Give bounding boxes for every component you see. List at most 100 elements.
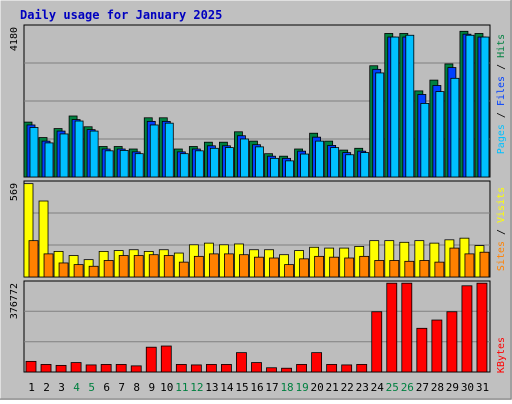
bar-kbytes-day-14 — [221, 364, 232, 373]
x-tick-label-day-25: 25 — [386, 381, 399, 394]
bar-sites-day-26 — [404, 260, 415, 278]
bar-sites-day-11 — [178, 261, 189, 278]
bar-pages-day-29 — [450, 77, 460, 178]
x-tick-label-day-14: 14 — [220, 381, 234, 394]
series-legend-label: Pages / Files / Hits — [496, 34, 507, 154]
bar-pages-day-16 — [255, 146, 264, 178]
bar-sites-day-31 — [479, 251, 490, 278]
x-tick-label-day-3: 3 — [58, 381, 65, 394]
bar-pages-day-9 — [149, 124, 159, 178]
bar-kbytes-day-28 — [431, 319, 443, 373]
bar-sites-day-16 — [254, 256, 264, 278]
bar-sites-day-28 — [434, 261, 445, 278]
bar-pages-day-12 — [194, 150, 204, 178]
x-axis-day-labels: 1 2 3 4 5 6 7 8 9 10 11 12 13 14 15 16 17 18 19 20 21 22 23 24 2… — [28, 381, 489, 394]
bar-pages-day-1 — [29, 127, 39, 178]
bar-sites-day-29 — [449, 247, 460, 278]
x-tick-label-day-9: 9 — [148, 381, 155, 394]
x-tick-label-day-16: 16 — [250, 381, 263, 394]
bar-pages-day-22 — [345, 154, 355, 178]
bar-kbytes-day-18 — [281, 367, 292, 373]
bar-pages-day-8 — [134, 153, 144, 178]
bar-pages-day-5 — [89, 130, 99, 178]
bar-kbytes-day-1 — [25, 360, 37, 373]
bar-kbytes-day-6 — [100, 364, 112, 373]
bar-pages-day-25 — [390, 36, 400, 178]
bar-pages-day-21 — [330, 147, 340, 178]
bar-visits-day-1 — [23, 183, 34, 278]
bar-kbytes-day-11 — [175, 364, 187, 373]
bar-pages-day-18 — [285, 160, 294, 178]
bar-pages-day-15 — [240, 138, 249, 178]
bar-pages-day-27 — [420, 103, 430, 178]
bar-sites-day-18 — [284, 264, 294, 278]
x-tick-label-day-17: 17 — [265, 381, 278, 394]
legend-part: Pages — [496, 124, 507, 154]
bar-kbytes-day-29 — [446, 311, 458, 373]
x-tick-label-day-13: 13 — [205, 381, 218, 394]
x-tick-label-day-28: 28 — [431, 381, 444, 394]
x-tick-label-day-6: 6 — [103, 381, 110, 394]
bar-sites-day-7 — [118, 255, 129, 278]
bar-visits-day-28 — [429, 242, 440, 278]
bar-sites-day-9 — [148, 254, 159, 278]
legend-part: Visits — [496, 187, 507, 223]
bar-kbytes-day-8 — [130, 365, 142, 373]
bar-kbytes-day-15 — [236, 352, 247, 373]
legend-part: / — [496, 58, 507, 76]
x-tick-label-day-10: 10 — [160, 381, 173, 394]
bar-kbytes-day-25 — [386, 282, 398, 373]
legend-part: Files — [496, 76, 507, 106]
y-max-label: 569 — [9, 183, 20, 201]
x-tick-label-day-30: 30 — [461, 381, 474, 394]
bar-kbytes-day-21 — [326, 364, 338, 373]
bar-pages-day-7 — [119, 150, 129, 178]
x-tick-label-day-18: 18 — [280, 381, 293, 394]
bar-sites-day-17 — [269, 257, 279, 278]
bar-pages-day-26 — [405, 34, 415, 178]
x-tick-label-day-24: 24 — [371, 381, 385, 394]
x-tick-label-day-27: 27 — [416, 381, 429, 394]
bar-pages-day-23 — [360, 152, 370, 178]
bar-sites-day-19 — [299, 258, 309, 278]
x-tick-label-day-15: 15 — [235, 381, 248, 394]
bar-sites-day-4 — [73, 264, 84, 278]
bar-visits-day-2 — [38, 200, 49, 278]
legend-part: Sites — [496, 241, 507, 271]
bar-pages-day-17 — [270, 157, 279, 178]
bar-sites-day-1 — [28, 240, 39, 278]
bar-visits-day-26 — [399, 241, 410, 278]
bar-sites-day-10 — [163, 255, 174, 278]
bar-pages-day-6 — [104, 150, 114, 178]
bar-pages-day-31 — [480, 36, 490, 178]
bar-sites-day-15 — [239, 254, 249, 278]
bar-sites-day-5 — [88, 265, 99, 278]
x-tick-label-day-1: 1 — [28, 381, 35, 394]
bar-kbytes-day-22 — [341, 364, 353, 373]
x-tick-label-day-8: 8 — [133, 381, 140, 394]
x-tick-label-day-11: 11 — [175, 381, 188, 394]
bar-kbytes-day-23 — [356, 364, 368, 373]
bar-sites-day-6 — [103, 260, 114, 278]
bar-sites-day-24 — [374, 260, 385, 278]
x-tick-label-day-21: 21 — [326, 381, 339, 394]
x-tick-label-day-2: 2 — [43, 381, 50, 394]
panel-1: 4180 Pages / Files / Hits — [9, 24, 507, 178]
chart-panels: 4180 Pages / Files / Hits 569 Sites / Visit… — [9, 24, 507, 373]
series-legend-label: Sites / Visits — [496, 187, 507, 271]
bar-kbytes-day-3 — [55, 364, 67, 373]
bar-pages-day-30 — [465, 34, 475, 178]
bar-pages-day-19 — [300, 153, 309, 178]
x-tick-label-day-4: 4 — [73, 381, 80, 394]
panel-2: 569 Sites / Visits — [9, 180, 507, 278]
series-legend-label: KBytes — [496, 337, 507, 373]
bar-sites-day-27 — [419, 260, 430, 278]
bar-kbytes-day-31 — [476, 282, 488, 373]
bar-pages-day-4 — [74, 120, 84, 178]
bar-kbytes-day-12 — [190, 364, 202, 373]
legend-part: Hits — [496, 34, 507, 58]
y-max-label: 376772 — [9, 283, 20, 319]
bar-pages-day-24 — [375, 72, 385, 178]
x-tick-label-day-5: 5 — [88, 381, 95, 394]
